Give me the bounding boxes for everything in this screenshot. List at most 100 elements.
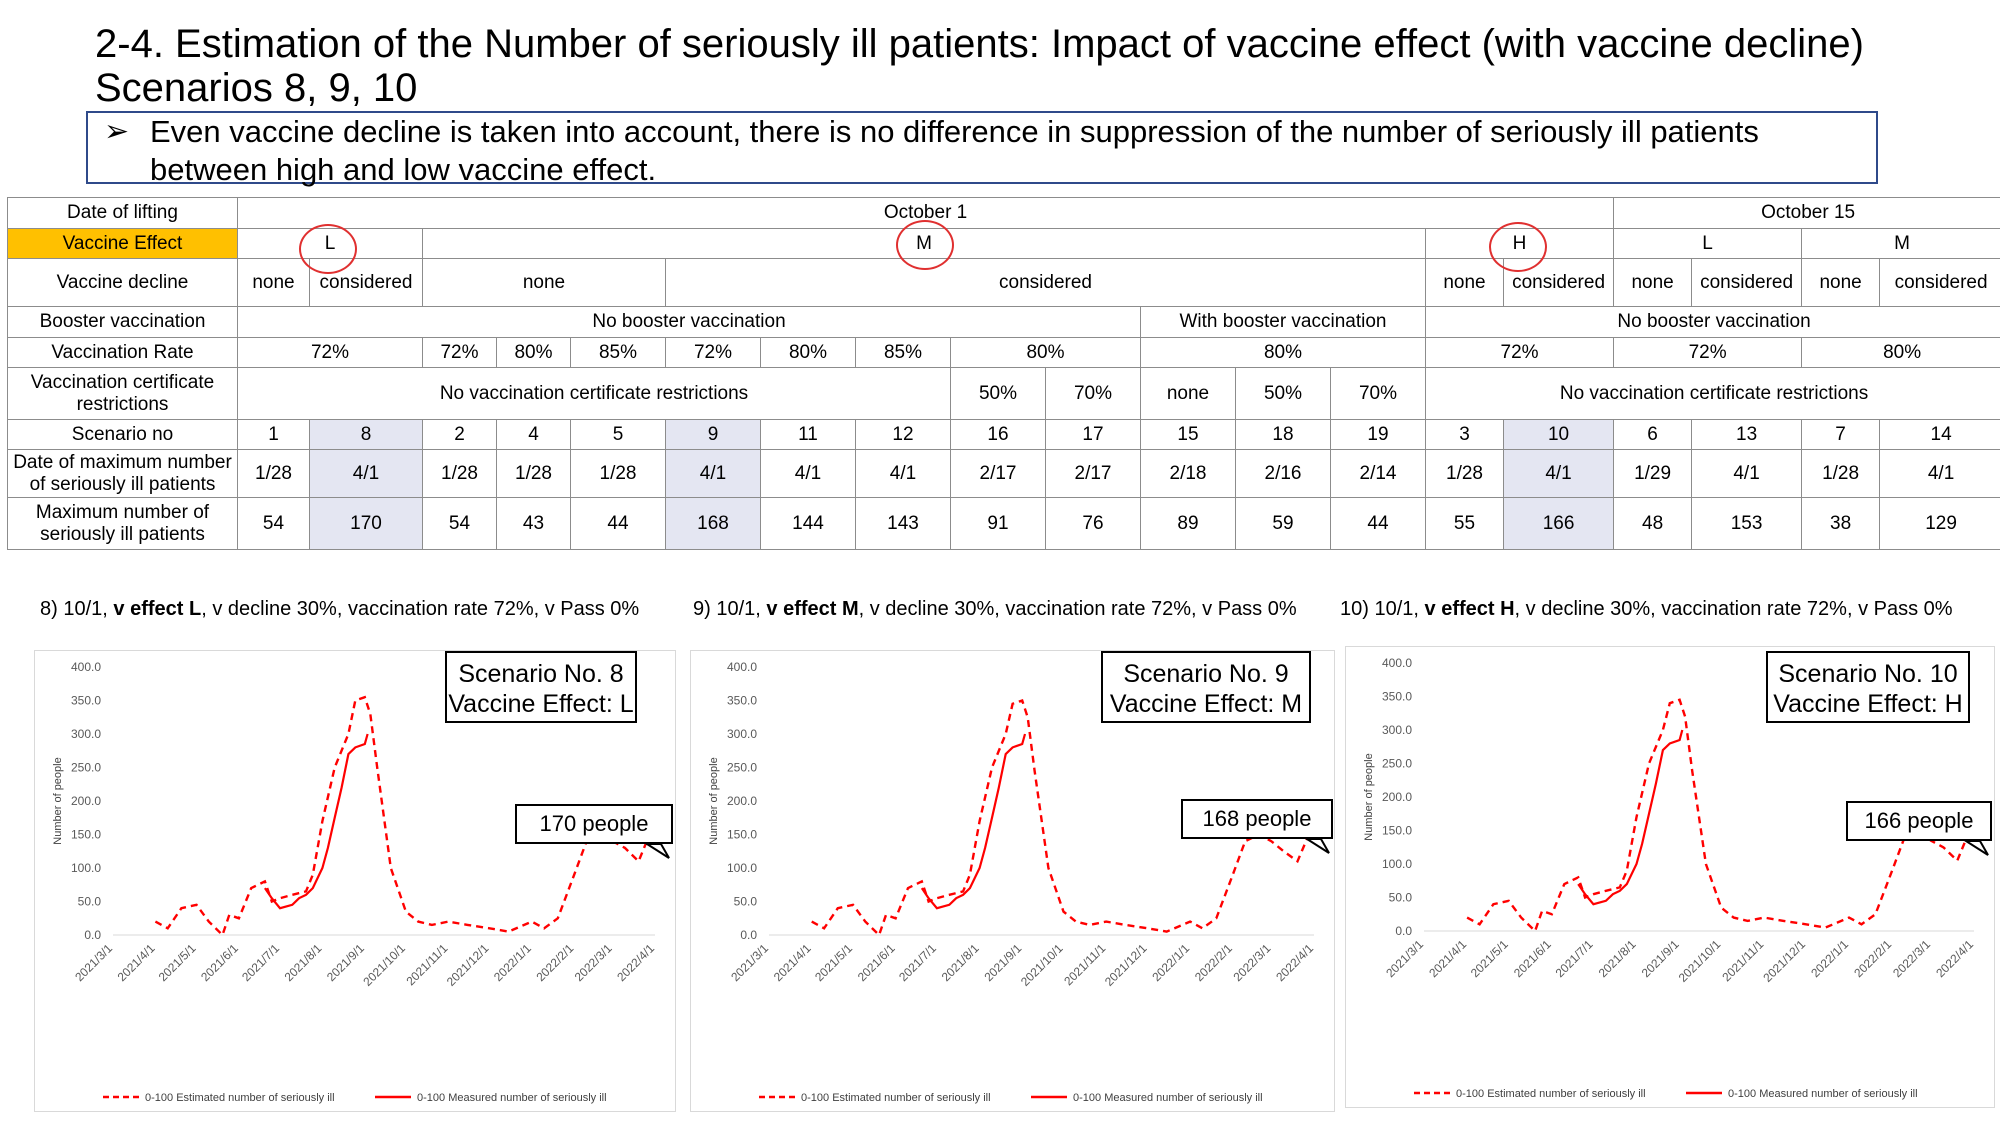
vaccine-effect-text: Vaccine Effect: L: [448, 690, 634, 718]
x-tick-label: 2021/12/1: [1102, 941, 1150, 989]
table-row: Booster vaccination No booster vaccinati…: [7, 306, 2000, 338]
table-cell: 11: [760, 419, 856, 450]
table-row: Vaccination Rate 72% 72% 80% 85% 72% 80%…: [7, 337, 2000, 368]
table-cell: 4/1: [760, 449, 856, 498]
table-cell: No booster vaccination: [1424, 306, 2000, 338]
measured-series-line: [920, 733, 1027, 910]
table-cell: 14: [1879, 419, 2000, 450]
vaccine-effect-text: Vaccine Effect: M: [1109, 690, 1303, 718]
table-cell: 17: [1045, 419, 1141, 450]
table-cell: 80%: [760, 337, 856, 368]
callout-pointer: [1962, 840, 1989, 856]
x-tick-label: 2021/12/1: [1760, 937, 1808, 985]
table-cell: 2/14: [1330, 449, 1426, 498]
x-tick-label: 2021/10/1: [1676, 937, 1724, 985]
arrow-bullet-icon: ➢: [104, 115, 130, 148]
y-tick-label: 300.0: [71, 727, 101, 741]
y-tick-label: 250.0: [1382, 757, 1412, 771]
table-cell: considered: [1691, 258, 1803, 307]
x-tick-label: 2021/9/1: [1639, 937, 1682, 980]
y-tick-label: 200.0: [1382, 790, 1412, 804]
estimated-series-line: [154, 695, 657, 938]
row-header: Vaccination Rate: [7, 337, 238, 368]
y-axis-title: Number of people: [52, 757, 64, 844]
x-tick-label: 2021/5/1: [1468, 937, 1511, 980]
x-tick-label: 2021/8/1: [939, 941, 982, 984]
legend-label: 0-100 Measured number of seriously ill: [1728, 1088, 1918, 1100]
table-cell: 15: [1140, 419, 1236, 450]
table-cell: 16: [950, 419, 1046, 450]
table-row: Date of maximum number of seriously ill …: [7, 449, 2000, 498]
table-row: Date of lifting October 1 October 15: [7, 197, 2000, 229]
x-tick-label: 2021/11/1: [403, 941, 450, 988]
table-cell: considered: [309, 258, 423, 307]
y-tick-label: 400.0: [727, 660, 757, 674]
x-tick-label: 2022/2/1: [1192, 941, 1235, 984]
table-cell: 1/28: [422, 449, 497, 498]
table-cell: 80%: [1140, 337, 1426, 368]
table-cell: 153: [1691, 497, 1803, 550]
table-cell: No booster vaccination: [237, 306, 1141, 338]
chart-caption-9: 9) 10/1, v effect M, v decline 30%, vacc…: [693, 598, 1297, 620]
table-cell: 54: [422, 497, 497, 550]
x-tick-label: 2021/7/1: [896, 941, 939, 984]
legend-label: 0-100 Measured number of seriously ill: [1073, 1092, 1263, 1104]
table-cell: 1: [237, 419, 310, 450]
max-value-callout: 166 people: [1846, 801, 1992, 841]
table-cell: 2/17: [950, 449, 1046, 498]
table-cell: 89: [1140, 497, 1236, 550]
table-cell: 1/29: [1613, 449, 1693, 498]
chart-scenario-9: 0.0 50.0 100.0 150.0 200.0 250.0 300.0 350.0 400…: [690, 650, 1335, 1112]
table-cell: 76: [1045, 497, 1141, 550]
table-cell: 2/18: [1140, 449, 1236, 498]
table-row: Vaccine decline none considered none con…: [7, 258, 2000, 307]
scenario-number-text: Scenario No. 8: [458, 660, 624, 688]
table-cell: 18: [1235, 419, 1331, 450]
table-cell: 4/1: [309, 449, 423, 498]
row-header: Vaccine decline: [7, 258, 238, 307]
max-value-callout: 168 people: [1181, 799, 1333, 839]
table-cell: 72%: [237, 337, 423, 368]
x-tick-label: 2021/6/1: [855, 941, 898, 984]
table-row: Vaccine Effect L M H L M: [7, 228, 2000, 259]
x-tick-label: 2021/8/1: [282, 941, 325, 984]
line-chart-svg: 0.0 50.0 100.0 150.0 200.0 250.0 300.0 350.0 400…: [52, 660, 670, 1104]
max-value-callout: 170 people: [515, 804, 673, 844]
legend-label: 0-100 Estimated number of seriously ill: [1456, 1088, 1646, 1100]
scenario-table: Date of lifting October 1 October 15 Vac…: [7, 197, 2000, 550]
row-header: Maximum number of seriously ill patients: [7, 497, 238, 550]
highlight-circle-l: [299, 224, 357, 274]
y-tick-label: 0.0: [84, 928, 101, 942]
table-cell: 143: [855, 497, 951, 550]
row-header: Scenario no: [7, 419, 238, 450]
y-axis-title: Number of people: [708, 757, 720, 844]
table-cell: 2: [422, 419, 497, 450]
highlight-circle-h: [1489, 222, 1547, 272]
table-row: Vaccination certificate restrictions No …: [7, 367, 2000, 420]
table-cell: No vaccination certificate restrictions: [237, 367, 951, 420]
table-cell: 54: [237, 497, 310, 550]
row-header: Date of maximum number of seriously ill …: [7, 449, 238, 498]
measured-series-line: [263, 733, 369, 910]
scenario-label-box: Scenario No. 10 Vaccine Effect: H: [1766, 651, 1970, 723]
table-cell: 1/28: [570, 449, 666, 498]
table-cell: L: [1613, 228, 1803, 259]
table-cell: 9: [665, 419, 761, 450]
x-tick-label: 2021/11/1: [1061, 941, 1108, 988]
x-tick-label: 2022/3/1: [572, 941, 615, 984]
y-tick-label: 50.0: [78, 895, 102, 909]
table-cell: 91: [950, 497, 1046, 550]
table-cell: 166: [1502, 497, 1615, 550]
page-title: 2-4. Estimation of the Number of serious…: [95, 22, 1864, 66]
x-tick-label: 2021/4/1: [771, 941, 814, 984]
x-tick-label: 2021/7/1: [1553, 937, 1596, 980]
table-cell: 50%: [950, 367, 1046, 420]
x-tick-label: 2021/8/1: [1596, 937, 1639, 980]
chart-scenario-8: 0.0 50.0 100.0 150.0 200.0 250.0 300.0 350.0 400…: [34, 650, 676, 1112]
table-cell: 44: [1330, 497, 1426, 550]
x-tick-label: 2022/2/1: [533, 941, 576, 984]
table-cell: 10: [1502, 419, 1615, 450]
table-cell: 5: [570, 419, 666, 450]
x-tick-label: 2021/6/1: [1511, 937, 1554, 980]
table-cell: 1/28: [237, 449, 310, 498]
